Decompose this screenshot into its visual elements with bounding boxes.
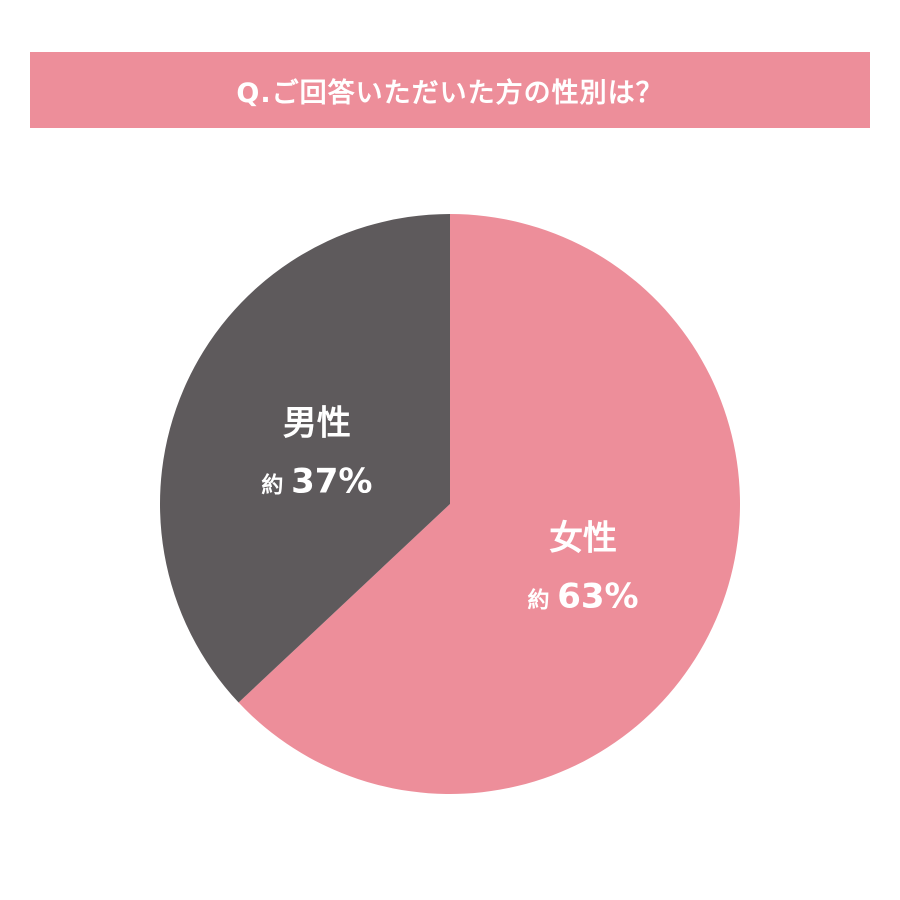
slice-value-label: 約 37% xyxy=(261,461,372,501)
chart-title: Q.ご回答いただいた方の性別は？ xyxy=(236,77,664,109)
pie-slice-1 xyxy=(159,214,450,703)
slice-name-label: 男性 xyxy=(283,403,351,443)
chart-title-bar: Q.ご回答いただいた方の性別は？ xyxy=(30,52,870,128)
slice-value-label: 約 63% xyxy=(528,577,639,617)
slice-name-label: 女性 xyxy=(549,519,617,559)
pie-slice-0 xyxy=(238,214,740,794)
